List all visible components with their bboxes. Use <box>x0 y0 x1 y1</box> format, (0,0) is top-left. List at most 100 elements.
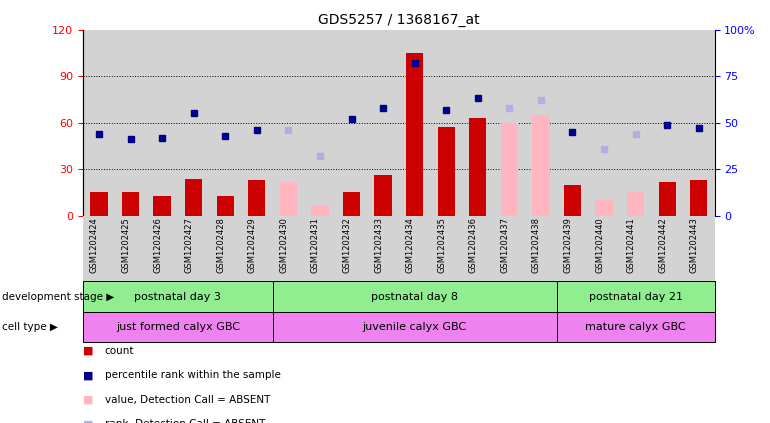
Bar <box>525 216 557 281</box>
Bar <box>532 115 550 216</box>
Bar <box>146 216 178 281</box>
Text: ■: ■ <box>83 346 94 356</box>
Bar <box>273 312 557 342</box>
Bar <box>500 123 518 216</box>
Text: GSM1202429: GSM1202429 <box>248 217 257 273</box>
Bar <box>683 216 715 281</box>
Bar <box>525 30 557 216</box>
Bar <box>627 192 644 216</box>
Text: GSM1202433: GSM1202433 <box>374 217 383 273</box>
Text: GSM1202432: GSM1202432 <box>343 217 352 273</box>
Bar <box>83 281 273 312</box>
Text: postnatal day 21: postnatal day 21 <box>588 291 683 302</box>
Bar <box>557 281 715 312</box>
Text: GSM1202436: GSM1202436 <box>469 217 477 273</box>
Text: GSM1202424: GSM1202424 <box>90 217 99 273</box>
Bar <box>241 216 273 281</box>
Bar <box>153 195 171 216</box>
Bar <box>564 185 581 216</box>
Bar <box>494 216 525 281</box>
Bar <box>651 30 683 216</box>
Bar <box>241 30 273 216</box>
Text: GSM1202440: GSM1202440 <box>595 217 604 273</box>
Text: GSM1202438: GSM1202438 <box>532 217 541 273</box>
Bar <box>557 216 588 281</box>
Bar <box>462 30 494 216</box>
Bar <box>83 312 273 342</box>
Bar <box>280 181 297 216</box>
Bar <box>557 30 588 216</box>
Text: GSM1202441: GSM1202441 <box>627 217 636 273</box>
Bar <box>273 281 557 312</box>
Text: percentile rank within the sample: percentile rank within the sample <box>105 370 280 380</box>
Title: GDS5257 / 1368167_at: GDS5257 / 1368167_at <box>318 13 480 27</box>
Text: just formed calyx GBC: just formed calyx GBC <box>116 322 240 332</box>
Text: GSM1202426: GSM1202426 <box>153 217 162 273</box>
Bar <box>374 176 392 216</box>
Bar <box>399 216 430 281</box>
Bar <box>430 216 462 281</box>
Bar <box>367 216 399 281</box>
Bar <box>437 127 455 216</box>
Bar <box>209 30 241 216</box>
Bar <box>462 216 494 281</box>
Text: postnatal day 8: postnatal day 8 <box>371 291 458 302</box>
Text: juvenile calyx GBC: juvenile calyx GBC <box>363 322 467 332</box>
Text: GSM1202434: GSM1202434 <box>406 217 415 273</box>
Text: GSM1202442: GSM1202442 <box>658 217 668 273</box>
Bar <box>178 216 209 281</box>
Text: postnatal day 3: postnatal day 3 <box>135 291 221 302</box>
Bar <box>588 30 620 216</box>
Text: mature calyx GBC: mature calyx GBC <box>585 322 686 332</box>
Text: count: count <box>105 346 134 356</box>
Bar <box>83 30 115 216</box>
Text: GSM1202443: GSM1202443 <box>690 217 699 273</box>
Bar <box>399 30 430 216</box>
Bar <box>620 216 651 281</box>
Text: GSM1202431: GSM1202431 <box>311 217 320 273</box>
Text: value, Detection Call = ABSENT: value, Detection Call = ABSENT <box>105 395 270 405</box>
Bar <box>185 179 203 216</box>
Bar <box>336 30 367 216</box>
Text: GSM1202427: GSM1202427 <box>185 217 194 273</box>
Text: ■: ■ <box>83 419 94 423</box>
Text: GSM1202435: GSM1202435 <box>437 217 447 273</box>
Bar <box>178 30 209 216</box>
Bar <box>304 30 336 216</box>
Text: GSM1202439: GSM1202439 <box>564 217 573 273</box>
Bar <box>343 192 360 216</box>
Bar <box>406 53 424 216</box>
Bar <box>336 216 367 281</box>
Bar <box>90 192 108 216</box>
Bar <box>216 195 234 216</box>
Bar <box>683 30 715 216</box>
Bar <box>557 312 715 342</box>
Bar <box>304 216 336 281</box>
Bar <box>469 118 487 216</box>
Bar <box>273 216 304 281</box>
Bar <box>430 30 462 216</box>
Text: ■: ■ <box>83 395 94 405</box>
Bar <box>658 181 676 216</box>
Bar <box>651 216 683 281</box>
Bar <box>494 30 525 216</box>
Bar <box>367 30 399 216</box>
Bar <box>588 216 620 281</box>
Bar <box>83 216 115 281</box>
Bar <box>146 30 178 216</box>
Bar <box>248 180 266 216</box>
Text: GSM1202430: GSM1202430 <box>280 217 288 273</box>
Bar <box>115 216 146 281</box>
Bar <box>273 30 304 216</box>
Text: development stage ▶: development stage ▶ <box>2 291 114 302</box>
Text: GSM1202428: GSM1202428 <box>216 217 226 273</box>
Text: cell type ▶: cell type ▶ <box>2 322 58 332</box>
Bar <box>209 216 241 281</box>
Bar <box>620 30 651 216</box>
Text: rank, Detection Call = ABSENT: rank, Detection Call = ABSENT <box>105 419 265 423</box>
Bar <box>690 180 708 216</box>
Text: GSM1202437: GSM1202437 <box>500 217 510 273</box>
Text: GSM1202425: GSM1202425 <box>122 217 130 273</box>
Text: ■: ■ <box>83 370 94 380</box>
Bar <box>115 30 146 216</box>
